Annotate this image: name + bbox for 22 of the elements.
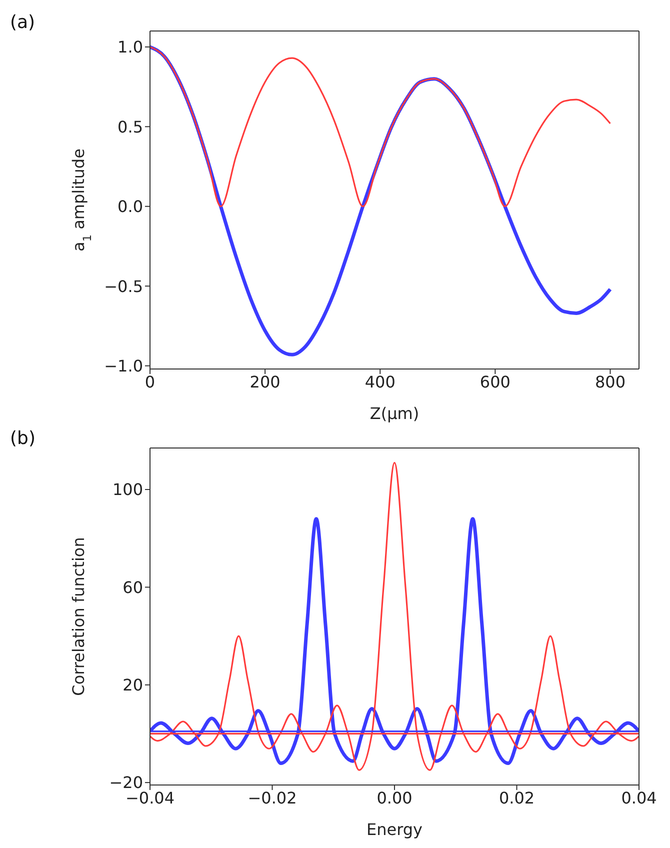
text: (b) xyxy=(10,428,36,449)
y-tick-label: 20 xyxy=(122,676,143,695)
y-tick-label: 0.0 xyxy=(118,197,143,216)
x-tick-label: 0.00 xyxy=(376,788,412,808)
y-axis-title: Correlation function xyxy=(69,537,88,696)
x-tick-label: 400 xyxy=(364,372,396,392)
x-axis-title: Z(μm) xyxy=(370,404,420,423)
text: (a) xyxy=(10,12,36,33)
y-tick-label: 1.0 xyxy=(118,38,143,57)
x-tick-label: 0.02 xyxy=(498,788,535,808)
y-tick-label: 60 xyxy=(122,578,143,597)
y-tick-label: 0.5 xyxy=(118,117,143,136)
x-tick-label: 200 xyxy=(250,372,280,392)
x-tick-label: −0.02 xyxy=(248,788,297,808)
x-tick-label: 0.04 xyxy=(621,788,657,808)
x-axis-title: Energy xyxy=(366,820,423,839)
y-tick-label: −1.0 xyxy=(104,356,143,376)
x-tick-label: 800 xyxy=(594,372,626,392)
x-tick-label: 600 xyxy=(480,372,510,392)
y-tick-label: −0.5 xyxy=(104,276,143,296)
y-tick-label: 100 xyxy=(112,480,143,500)
x-tick-label: 0 xyxy=(144,372,156,392)
